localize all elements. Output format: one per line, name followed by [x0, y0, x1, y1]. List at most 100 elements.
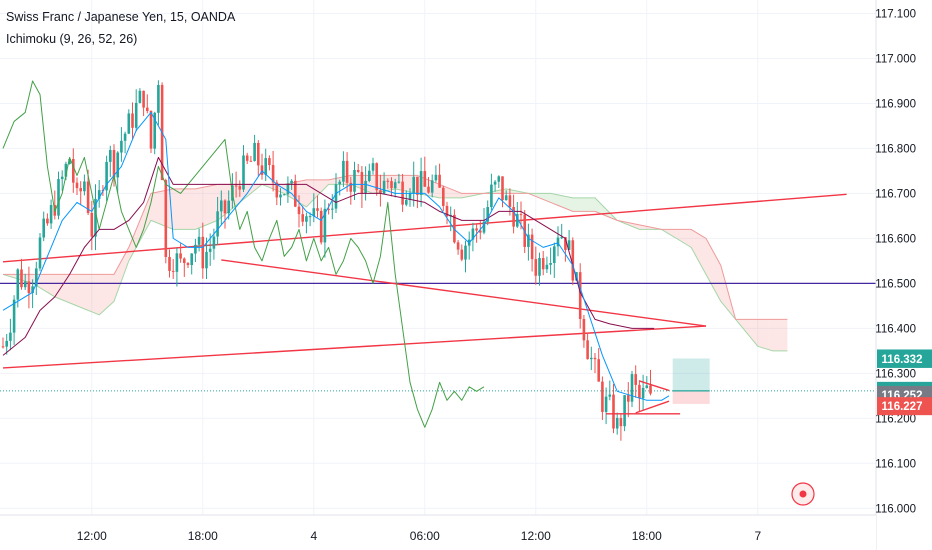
candle — [94, 184, 97, 251]
candle-body — [368, 170, 371, 181]
candle — [460, 244, 464, 262]
cloud-segment — [576, 197, 581, 212]
y-tick-label: 116.300 — [875, 368, 916, 380]
candle — [90, 200, 94, 251]
candle — [72, 148, 75, 193]
cloud-segment — [324, 179, 329, 189]
candle-body — [353, 170, 356, 192]
candle — [434, 165, 438, 183]
candle-body — [641, 387, 645, 399]
candle-body — [49, 205, 53, 224]
cloud-segment — [569, 197, 573, 212]
candle — [578, 263, 582, 329]
cloud-segment — [180, 188, 185, 230]
cloud-segment — [299, 180, 303, 205]
cloud-segment — [743, 319, 747, 333]
candle — [430, 174, 434, 198]
candle-body — [553, 246, 556, 264]
candle-body — [534, 259, 538, 276]
candle — [168, 249, 171, 278]
candle — [253, 134, 256, 162]
candle — [464, 240, 467, 273]
x-tick-label: 7 — [754, 529, 761, 543]
cloud-segment — [69, 274, 74, 305]
cloud-segment — [58, 274, 63, 300]
candle — [79, 181, 82, 205]
candle-body — [301, 214, 304, 222]
candle — [245, 152, 249, 164]
candle-body — [530, 234, 534, 260]
candle — [201, 222, 205, 279]
indicator-title[interactable]: Ichimoku (9, 26, 52, 26) — [6, 32, 138, 46]
candle-body — [430, 180, 434, 193]
candle — [379, 174, 382, 207]
candle-body — [72, 158, 75, 183]
cloud-segment — [99, 274, 103, 315]
candle — [516, 202, 519, 228]
candle — [175, 248, 179, 287]
candle-body — [271, 165, 275, 183]
candle-body — [116, 152, 119, 178]
cloud-segment — [88, 274, 92, 312]
candle-body — [364, 180, 367, 194]
candle-body — [308, 216, 312, 218]
candle — [120, 127, 123, 162]
candle-body — [94, 198, 97, 237]
cloud-segment — [306, 179, 311, 207]
candle-body — [20, 269, 23, 288]
candle-body — [419, 171, 423, 195]
candle-body — [186, 263, 190, 266]
candle-body — [397, 181, 401, 183]
candle — [316, 195, 319, 218]
price-label-text: 116.332 — [882, 354, 923, 366]
cloud-segment — [65, 274, 70, 303]
cloud-segment — [173, 188, 177, 230]
candle-body — [571, 240, 575, 281]
cloud-segment — [720, 265, 725, 306]
candle-body — [623, 395, 626, 427]
candle — [416, 176, 419, 209]
candle-body — [412, 176, 415, 193]
candle — [601, 376, 604, 420]
candle — [627, 382, 630, 418]
candle-body — [31, 286, 34, 294]
candle-body — [171, 270, 175, 272]
candle-body — [260, 165, 264, 175]
candle — [157, 80, 160, 126]
candle — [60, 170, 64, 192]
cloud-segment — [739, 319, 743, 329]
cloud-segment — [706, 238, 710, 282]
cloud-segment — [236, 184, 240, 206]
candle-body — [508, 195, 512, 207]
candle-body — [493, 181, 497, 185]
candle — [194, 238, 197, 263]
candle-body — [601, 381, 604, 412]
cloud-segment — [84, 274, 89, 311]
cloud-segment — [25, 274, 29, 283]
candle-body — [112, 149, 116, 178]
candle — [20, 258, 23, 290]
candle — [238, 180, 242, 197]
cloud-segment — [768, 319, 773, 351]
candle — [534, 246, 538, 285]
candle — [456, 240, 460, 255]
candle-body — [194, 244, 197, 254]
candle-body — [345, 160, 349, 183]
senkou-span-b-line — [3, 174, 788, 320]
flag-lower-line — [635, 400, 670, 414]
candle-body — [501, 176, 504, 201]
candle-body — [323, 208, 327, 243]
cloud-segment — [543, 193, 547, 201]
candle — [27, 266, 31, 309]
candle — [116, 151, 119, 194]
cloud-segment — [709, 245, 714, 288]
candle — [123, 131, 127, 154]
candle-body — [220, 200, 223, 212]
candle-body — [1, 346, 5, 348]
candle-body — [257, 142, 260, 166]
candle — [186, 261, 190, 268]
candle — [386, 178, 390, 189]
candle-body — [416, 176, 419, 195]
candle — [216, 196, 219, 246]
